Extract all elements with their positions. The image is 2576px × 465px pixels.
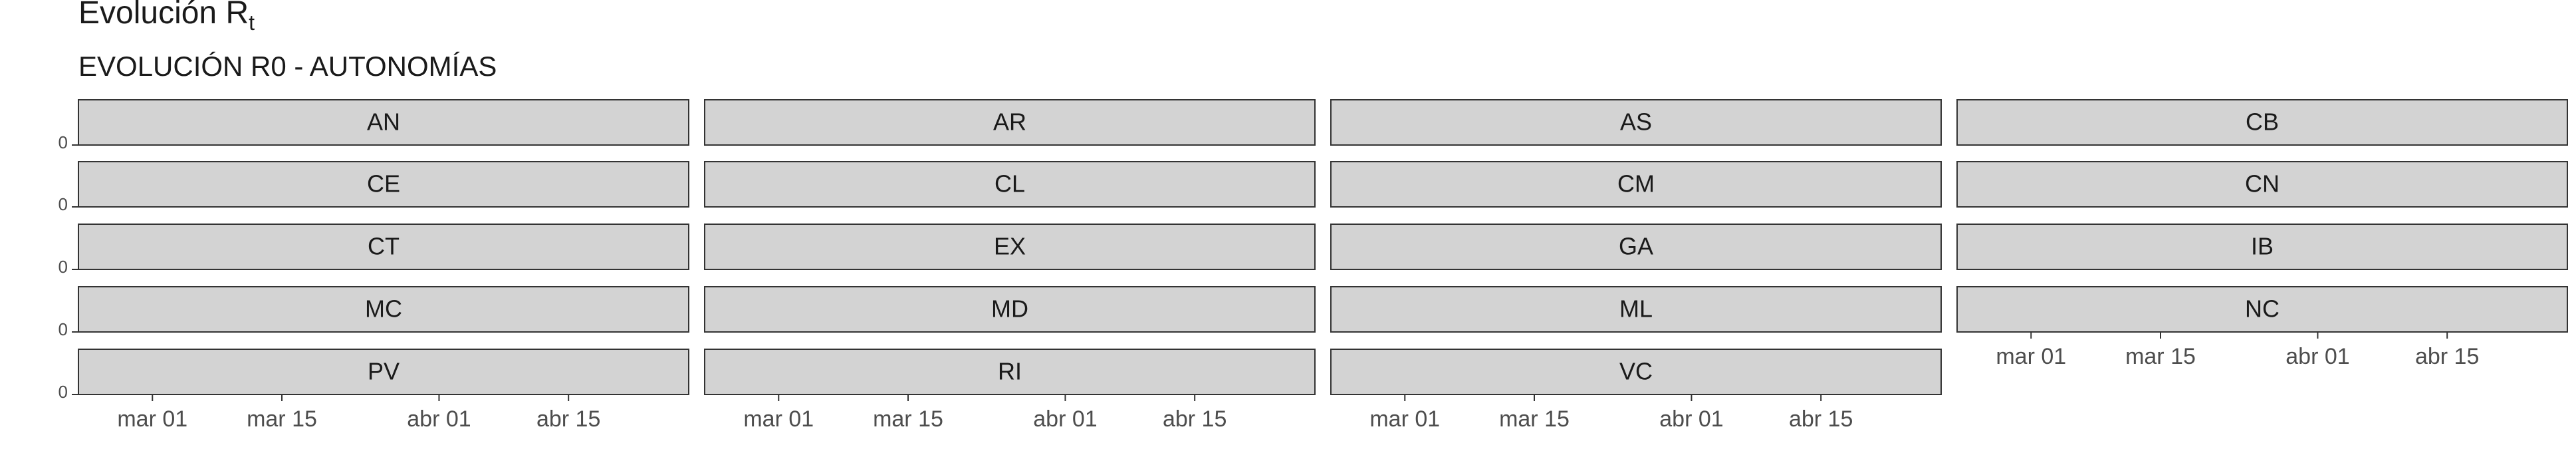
facet-panel-cn: CN [1956, 161, 2568, 208]
y-tick-label: 0 [59, 257, 68, 277]
strip-label: EX [994, 233, 1026, 260]
facet-panel-ct: CT [78, 224, 689, 270]
x-tick-label: abr 15 [536, 406, 600, 432]
facet-panel-nc: NC [1956, 286, 2568, 333]
x-tick-label: mar 15 [1499, 406, 1570, 432]
x-tick-label: abr 15 [1789, 406, 1853, 432]
facet-panel-ri: RI [704, 349, 1316, 395]
strip-label: RI [998, 358, 1022, 385]
strip-background [78, 224, 689, 270]
facet-panel-cl: CL [704, 161, 1316, 208]
strip-label: GA [1619, 233, 1653, 260]
facet-panel-cb: CB [1956, 99, 2568, 146]
facet-panel-ex: EX [704, 224, 1316, 270]
y-tick-label: 0 [59, 382, 68, 402]
strip-background [704, 349, 1316, 395]
strip-background [1330, 161, 1942, 208]
strip-label: AR [993, 108, 1026, 136]
x-tick-label: mar 15 [247, 406, 317, 432]
strip-label: CB [2246, 108, 2279, 136]
facet-panel-cm: CM [1330, 161, 1942, 208]
strip-background [1956, 99, 2568, 146]
facet-panel-ar: AR [704, 99, 1316, 146]
strip-label: VC [1619, 358, 1653, 385]
strip-background [78, 349, 689, 395]
y-tick-label: 0 [59, 319, 68, 339]
strip-label: AS [1620, 108, 1652, 136]
strip-label: PV [368, 358, 400, 385]
strip-background [704, 286, 1316, 333]
x-tick-label: abr 01 [1659, 406, 1723, 432]
strip-background [1330, 224, 1942, 270]
strip-background [1956, 161, 2568, 208]
y-tick-label: 0 [59, 194, 68, 214]
facet-panel-an: AN [78, 99, 689, 146]
strip-background [1330, 99, 1942, 146]
x-tick-label: abr 01 [2285, 344, 2349, 369]
strip-background [78, 286, 689, 333]
x-tick-label: abr 01 [407, 406, 471, 432]
strip-label: MC [365, 295, 402, 323]
strip-label: NC [2245, 295, 2280, 323]
strip-label: CL [995, 170, 1025, 198]
title-subscript: t [249, 11, 255, 35]
strip-label: CE [367, 170, 400, 198]
facet-panel-ce: CE [78, 161, 689, 208]
strip-background [78, 161, 689, 208]
facet-panel-ml: ML [1330, 286, 1942, 333]
facet-panel-mc: MC [78, 286, 689, 333]
strip-background [1956, 286, 2568, 333]
facet-panel-pv: PV [78, 349, 689, 395]
x-tick-label: mar 01 [117, 406, 187, 432]
strip-label: CT [368, 233, 400, 260]
chart-subtitle: EVOLUCIÓN R0 - AUTONOMÍAS [78, 51, 497, 82]
strip-background [1330, 349, 1942, 395]
x-tick-label: mar 01 [1369, 406, 1440, 432]
strip-background [704, 161, 1316, 208]
x-tick-label: abr 15 [2415, 344, 2479, 369]
strip-background [704, 99, 1316, 146]
strip-background [704, 224, 1316, 270]
strip-label: ML [1619, 295, 1653, 323]
x-tick-label: mar 15 [2125, 344, 2196, 369]
strip-background [1956, 224, 2568, 270]
x-tick-label: abr 15 [1163, 406, 1227, 432]
x-tick-label: mar 01 [743, 406, 814, 432]
strip-label: CN [2245, 170, 2280, 198]
facet-panel-ib: IB [1956, 224, 2568, 270]
strip-label: CM [1617, 170, 1655, 198]
facet-panel-md: MD [704, 286, 1316, 333]
strip-label: MD [991, 295, 1028, 323]
strip-label: AN [367, 108, 400, 136]
x-tick-label: mar 01 [1996, 344, 2066, 369]
facet-panel-ga: GA [1330, 224, 1942, 270]
strip-background [1330, 286, 1942, 333]
strip-label: IB [2251, 233, 2274, 260]
facet-panel-as: AS [1330, 99, 1942, 146]
x-tick-label: abr 01 [1033, 406, 1097, 432]
x-tick-label: mar 15 [873, 406, 943, 432]
facet-panel-vc: VC [1330, 349, 1942, 395]
chart-title: Evolución Rt [78, 0, 255, 35]
y-tick-label: 0 [59, 132, 68, 152]
strip-background [78, 99, 689, 146]
